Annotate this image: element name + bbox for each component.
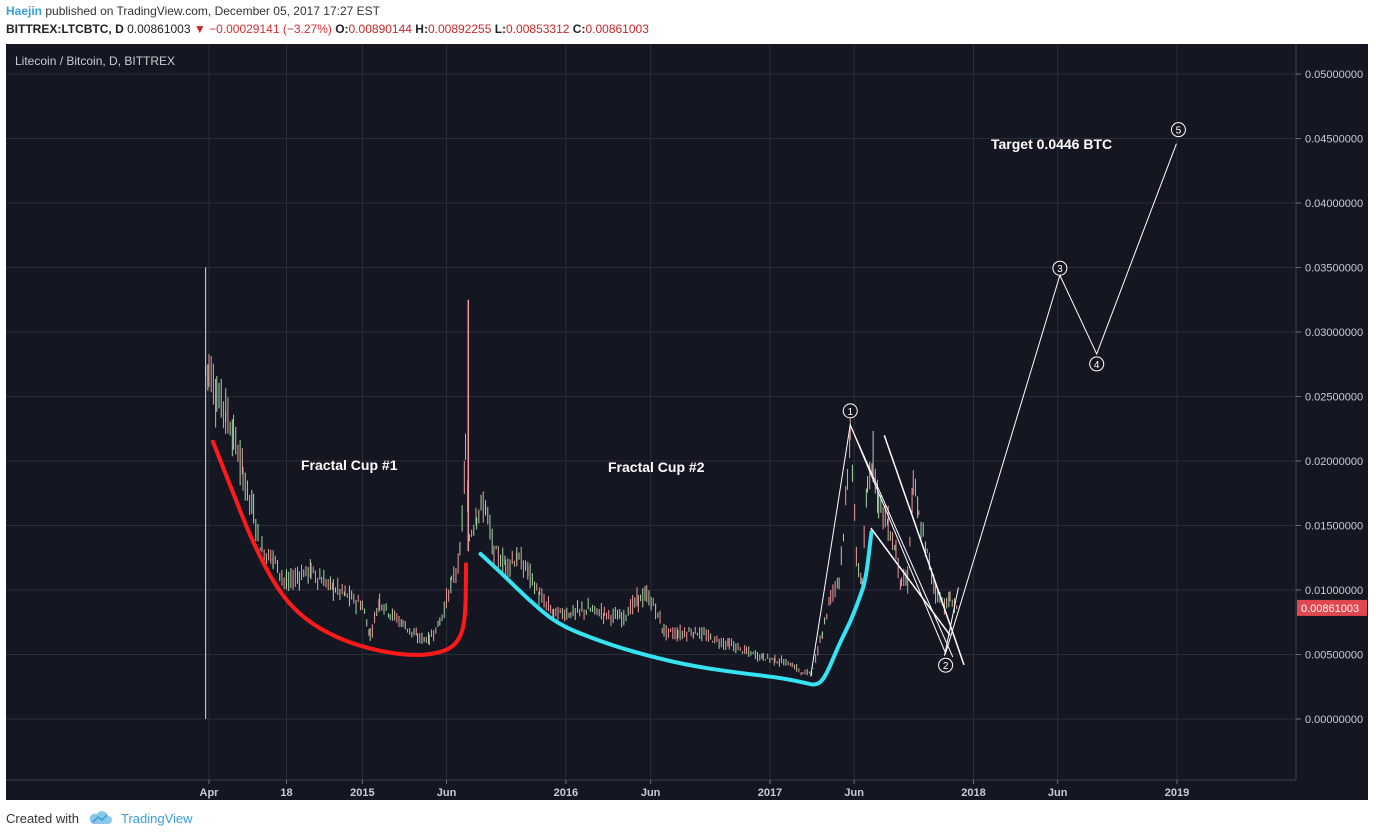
x-tick-label: 2016 bbox=[554, 787, 578, 799]
grid-lines bbox=[6, 44, 1297, 781]
high-value: 0.00892255 bbox=[427, 22, 492, 36]
created-with-label: Created with bbox=[6, 810, 79, 826]
last-price: 0.00861003 bbox=[127, 22, 191, 36]
cup2-label: Fractal Cup #2 bbox=[608, 459, 705, 475]
wave-marker-5 bbox=[1170, 122, 1186, 138]
publish-header: Haejin published on TradingView.com, Dec… bbox=[6, 4, 380, 18]
y-tick-label: 0.03000000 bbox=[1305, 327, 1363, 339]
down-arrow-icon: ▼ bbox=[193, 22, 206, 36]
price-bars bbox=[205, 267, 958, 719]
tradingview-cloud-icon bbox=[89, 811, 112, 824]
last-price-label: 0.00861003 bbox=[1301, 603, 1359, 615]
ohlc-header: BITTREX:LTCBTC, D 0.00861003 ▼ −0.000291… bbox=[6, 22, 649, 36]
low-value: 0.00853312 bbox=[506, 22, 570, 36]
y-tick-label: 0.03500000 bbox=[1305, 263, 1363, 275]
low-label: L: bbox=[494, 22, 507, 36]
close-label: C: bbox=[572, 22, 586, 36]
cup1-label: Fractal Cup #1 bbox=[301, 457, 398, 473]
fractal-cup-1-curve bbox=[210, 439, 469, 657]
wave-projection: 1 2 3 4 5 bbox=[810, 122, 1186, 677]
author-link[interactable]: Haejin bbox=[6, 4, 43, 18]
change-value: −0.00029141 (−3.27%) bbox=[209, 22, 332, 36]
wedge-line-lower bbox=[870, 527, 951, 636]
x-tick-label: Apr bbox=[200, 787, 220, 799]
x-tick-label: 2015 bbox=[350, 787, 374, 799]
y-tick-label: 0.04500000 bbox=[1305, 134, 1363, 146]
wave-marker-label: 1 bbox=[847, 407, 853, 418]
x-tick-label: Jun bbox=[1048, 787, 1068, 799]
symbol-label: BITTREX:LTCBTC, D bbox=[6, 22, 124, 36]
last-price-tag bbox=[1297, 599, 1367, 616]
x-tick-label: 18 bbox=[280, 787, 292, 799]
target-label: Target 0.0446 BTC bbox=[991, 136, 1112, 152]
open-value: 0.00890144 bbox=[348, 22, 412, 36]
x-tick-label: Jun bbox=[437, 787, 457, 799]
wave-marker-label: 4 bbox=[1094, 360, 1100, 371]
x-tick-label: 2019 bbox=[1165, 787, 1189, 799]
x-tick-label: Jun bbox=[641, 787, 661, 799]
y-axis: 0.05000000 0.04500000 0.04000000 0.03500000… bbox=[1296, 69, 1367, 726]
wave-marker-label: 2 bbox=[943, 661, 949, 672]
open-label: O: bbox=[335, 22, 349, 36]
wave-marker-3 bbox=[1052, 260, 1068, 276]
x-axis: Apr 18 2015 Jun 2016 Jun 2017 Jun 2018 Jun 2019 bbox=[200, 780, 1189, 799]
wave-marker-2 bbox=[938, 657, 954, 673]
wave-line bbox=[943, 587, 959, 656]
wave-marker-label: 3 bbox=[1057, 264, 1063, 275]
high-label: H: bbox=[415, 22, 428, 36]
published-text: published on TradingView.com, December 0… bbox=[45, 4, 381, 18]
footer: Created with TradingView bbox=[6, 810, 193, 826]
elliott-wave-path bbox=[810, 143, 1177, 677]
x-tick-label: 2018 bbox=[961, 787, 985, 799]
wave-line bbox=[849, 424, 954, 658]
y-tick-label: 0.00000000 bbox=[1305, 714, 1363, 726]
y-tick-label: 0.02500000 bbox=[1305, 392, 1363, 404]
close-value: 0.00861003 bbox=[585, 22, 649, 36]
cup-curves bbox=[210, 439, 874, 687]
chart-title: Litecoin / Bitcoin, D, BITTREX bbox=[15, 54, 175, 68]
y-tick-label: 0.05000000 bbox=[1305, 69, 1363, 81]
wave-marker-1 bbox=[842, 403, 858, 419]
x-tick-label: 2017 bbox=[758, 787, 782, 799]
wave-marker-4 bbox=[1089, 356, 1105, 372]
fractal-cup-2-curve bbox=[478, 529, 874, 687]
price-chart[interactable]: 1 2 3 4 5 0.05000000 0.04500000 0.04000000 0.03… bbox=[6, 44, 1368, 800]
y-tick-label: 0.00500000 bbox=[1305, 650, 1363, 662]
y-tick-label: 0.04000000 bbox=[1305, 198, 1363, 210]
x-tick-label: Jun bbox=[844, 787, 864, 799]
chart-area[interactable]: 1 2 3 4 5 0.05000000 0.04500000 0.04000000 0.03… bbox=[6, 44, 1368, 800]
tradingview-link[interactable]: TradingView bbox=[120, 810, 193, 826]
y-tick-label: 0.01500000 bbox=[1305, 521, 1363, 533]
wave-marker-label: 5 bbox=[1176, 126, 1182, 137]
y-tick-label: 0.02000000 bbox=[1305, 456, 1363, 468]
y-tick-label: 0.01000000 bbox=[1305, 585, 1363, 597]
